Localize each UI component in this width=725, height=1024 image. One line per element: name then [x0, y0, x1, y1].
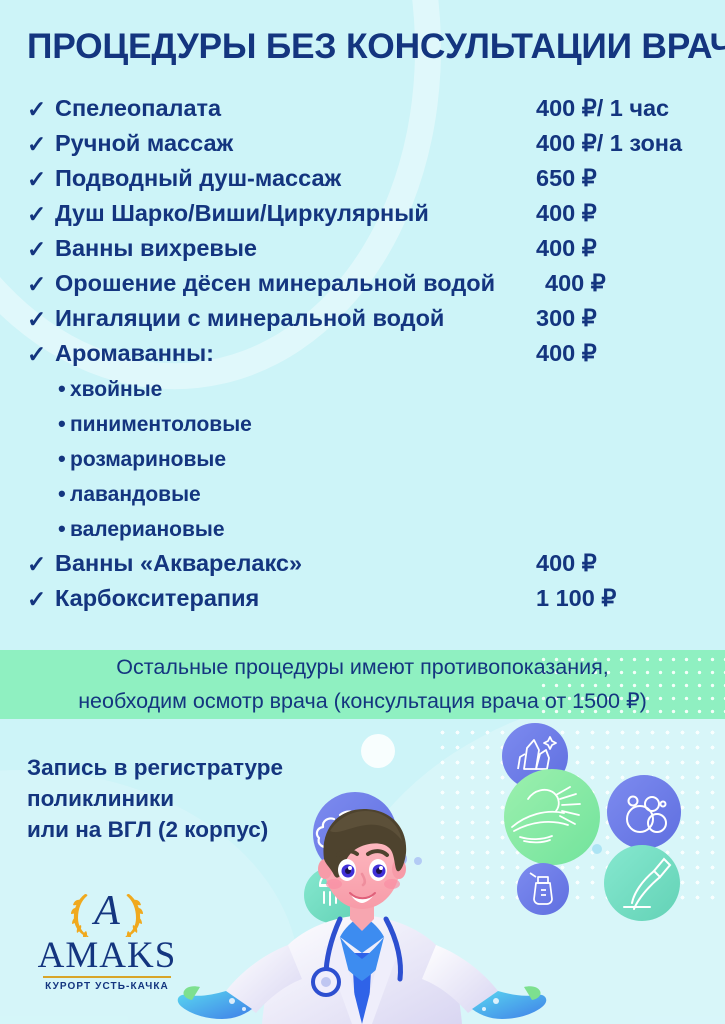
service-label: Ванны вихревые — [55, 235, 257, 261]
service-label: Подводный душ-массаж — [55, 165, 342, 191]
doctor-illustration — [0, 719, 725, 1024]
service-price: 400 ₽ — [536, 200, 597, 226]
check-icon: ✓ — [27, 341, 47, 367]
service-label: Ванны «Акварелакс» — [55, 550, 303, 576]
service-label: Ручной массаж — [55, 130, 234, 156]
cta-text: Запись в регистратуре поликлиники или на… — [27, 752, 283, 845]
spray-bottle-icon — [517, 863, 569, 915]
service-price: 650 ₽ — [536, 165, 597, 191]
service-label: Аромаванны: — [55, 340, 215, 366]
notice-line-2: необходим осмотр врача (консультация вра… — [78, 688, 647, 713]
check-icon: ✓ — [27, 586, 47, 612]
check-icon: ✓ — [27, 131, 47, 157]
aroma-option-label: валериановые — [70, 518, 225, 541]
check-icon: ✓ — [27, 166, 47, 192]
service-row: ✓ Ручной массаж 400 ₽/ 1 зона — [0, 127, 725, 162]
aroma-option-label: розмариновые — [70, 448, 227, 471]
check-icon: ✓ — [27, 551, 47, 577]
service-label: Спелеопалата — [55, 95, 222, 121]
check-icon: ✓ — [27, 96, 47, 122]
notice-line-1: Остальные процедуры имеют противопоказан… — [116, 655, 609, 679]
bullet-icon: • — [58, 516, 66, 541]
cta-line-3: или на ВГЛ (2 корпус) — [27, 817, 269, 842]
amaks-logo: A AMAKS КУРОРТ УСТЬ-КАЧКА — [22, 882, 192, 992]
aroma-option-label: хвойные — [70, 378, 163, 401]
bullet-icon: • — [58, 481, 66, 506]
bubbles-icon — [607, 775, 681, 849]
aroma-option-label: лавандовые — [70, 483, 201, 506]
service-price: 400 ₽ — [536, 550, 597, 576]
bullet-icon: • — [58, 376, 66, 401]
doctor-illustration-svg — [177, 723, 681, 1024]
service-row: ✓ Карбокситерапия 1 100 ₽ — [0, 582, 725, 617]
logo-wordmark: AMAKS — [37, 935, 177, 976]
service-row: ✓ Ванны «Акварелакс» 400 ₽ — [0, 547, 725, 582]
service-row: ✓ Орошение дёсен минеральной водой 400 ₽ — [0, 267, 725, 302]
service-price: 400 ₽/ 1 час — [536, 95, 670, 121]
aroma-option-label: пиниментоловые — [70, 413, 252, 436]
notice-text: Остальные процедуры имеют противопоказан… — [0, 650, 725, 718]
wreath-monogram-icon: A — [22, 882, 192, 937]
svg-text:A: A — [91, 888, 120, 934]
logo-divider — [43, 976, 171, 978]
service-row: ✓ Подводный душ-массаж 650 ₽ — [0, 162, 725, 197]
service-price: 400 ₽ — [536, 340, 597, 366]
logo-tagline: КУРОРТ УСТЬ-КАЧКА — [45, 981, 169, 992]
service-label: Ингаляции с минеральной водой — [55, 305, 445, 331]
service-label: Орошение дёсен минеральной водой — [55, 270, 496, 296]
list-item: • хвойные — [0, 372, 725, 407]
service-price: 1 100 ₽ — [536, 585, 617, 611]
service-price: 300 ₽ — [536, 305, 597, 331]
service-price: 400 ₽/ 1 зона — [536, 130, 683, 156]
cta-line-1: Запись в регистратуре — [27, 755, 284, 780]
check-icon: ✓ — [27, 271, 47, 297]
service-price: 400 ₽ — [536, 235, 597, 261]
water-jet-icon — [604, 845, 680, 921]
list-item: • валериановые — [0, 512, 725, 547]
service-label: Душ Шарко/Виши/Циркулярный — [55, 200, 429, 226]
bullet-icon: • — [58, 411, 66, 436]
service-price: 400 ₽ — [545, 270, 606, 296]
check-icon: ✓ — [27, 306, 47, 332]
list-item: • пиниментоловые — [0, 407, 725, 442]
service-row: ✓ Душ Шарко/Виши/Циркулярный 400 ₽ — [0, 197, 725, 232]
service-price-list: ✓ Спелеопалата 400 ₽/ 1 час ✓ Ручной мас… — [0, 92, 725, 617]
list-item: • розмариновые — [0, 442, 725, 477]
massage-icon — [504, 769, 600, 865]
bullet-icon: • — [58, 446, 66, 471]
service-label: Карбокситерапия — [55, 585, 260, 611]
check-icon: ✓ — [27, 236, 47, 262]
bottom-section: Запись в регистратуре поликлиники или на… — [0, 719, 725, 1024]
list-item: • лавандовые — [0, 477, 725, 512]
service-row: ✓ Аромаванны: 400 ₽ — [0, 337, 725, 372]
service-row: ✓ Ванны вихревые 400 ₽ — [0, 232, 725, 267]
service-row: ✓ Спелеопалата 400 ₽/ 1 час — [0, 92, 725, 127]
check-icon: ✓ — [27, 201, 47, 227]
service-row: ✓ Ингаляции с минеральной водой 300 ₽ — [0, 302, 725, 337]
cta-line-2: поликлиники — [27, 786, 175, 811]
notice-banner: Остальные процедуры имеют противопоказан… — [0, 650, 725, 719]
page-title: ПРОЦЕДУРЫ БЕЗ КОНСУЛЬТАЦИИ ВРАЧА — [27, 26, 725, 66]
